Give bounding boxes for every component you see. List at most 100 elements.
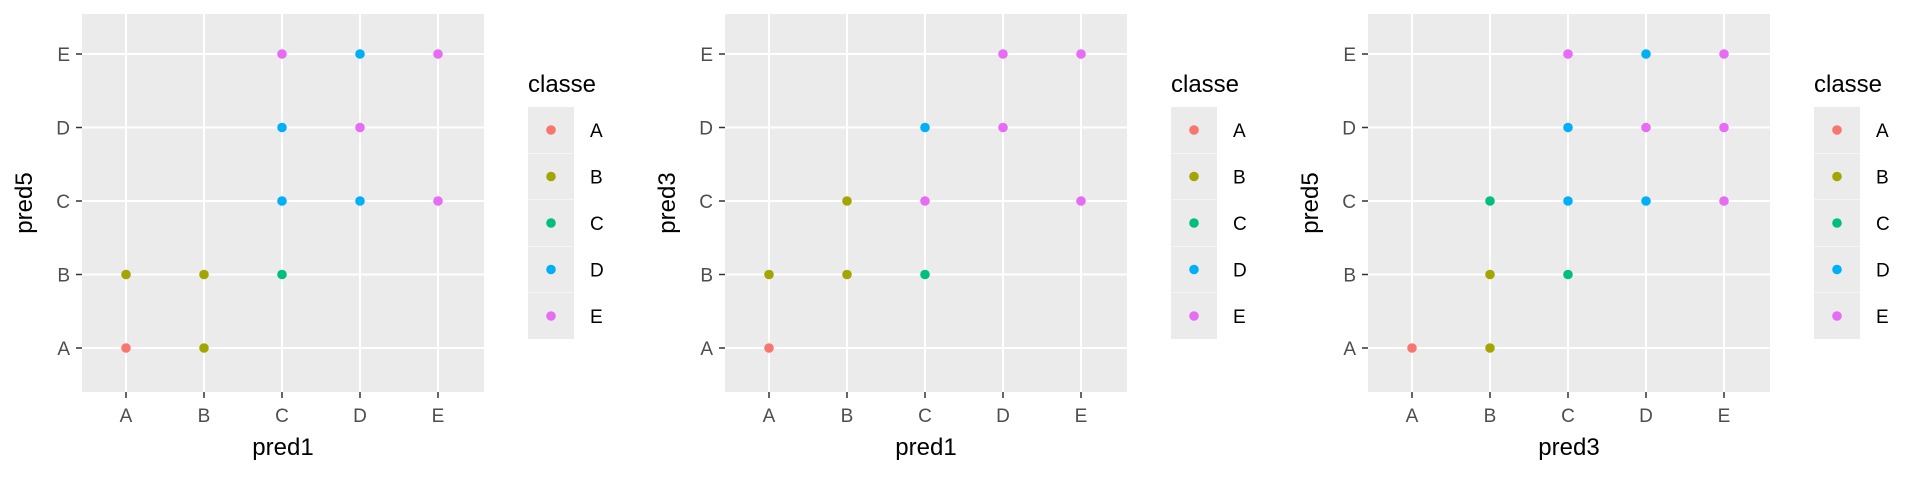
data-point-c (277, 269, 287, 280)
legend-key-a (1189, 125, 1199, 135)
y-axis-title: pred3 (654, 172, 681, 233)
x-tick-label: C (275, 406, 289, 427)
data-point-d (355, 196, 365, 206)
x-tick-label: B (1484, 406, 1497, 427)
data-point-c (1563, 269, 1573, 280)
legend-key-e (1832, 311, 1842, 321)
legend-label-b: B (590, 168, 603, 189)
legend-key-a (1832, 125, 1842, 135)
data-point-e (1719, 122, 1729, 133)
y-tick-label: B (700, 266, 713, 287)
y-tick-label: C (699, 192, 713, 213)
legend-label-d: D (590, 261, 604, 282)
data-point-e (1719, 49, 1729, 59)
x-tick-label: C (1561, 406, 1575, 427)
legend-title: classe (1814, 71, 1882, 98)
x-tick-label: B (841, 406, 854, 427)
y-axis-title: pred5 (1297, 172, 1324, 233)
x-axis-title: pred3 (1538, 434, 1599, 461)
x-tick-label: A (1406, 406, 1419, 427)
data-point-d (1563, 196, 1573, 206)
y-tick-label: C (56, 192, 70, 213)
data-point-a (764, 343, 774, 353)
legend-label-c: C (1233, 214, 1247, 235)
legend-key-c (546, 218, 556, 228)
y-tick-label: B (57, 266, 70, 287)
data-point-a (1407, 343, 1417, 353)
legend-key-c (1189, 218, 1199, 228)
legend-key-b (546, 171, 556, 182)
data-point-d (1641, 49, 1651, 59)
data-point-e (920, 196, 930, 206)
y-tick-label: E (700, 45, 713, 66)
legend-label-a: A (590, 121, 603, 142)
data-point-e (998, 49, 1008, 59)
legend-key-c (1832, 218, 1842, 228)
legend-label-e: E (590, 307, 603, 328)
legend-label-c: C (590, 214, 604, 235)
legend-label-b: B (1876, 168, 1889, 189)
data-point-c (1485, 196, 1495, 206)
x-tick-label: A (763, 406, 776, 427)
legend-key-a (546, 125, 556, 135)
legend-label-d: D (1233, 261, 1247, 282)
data-point-e (998, 122, 1008, 133)
data-point-e (277, 49, 287, 59)
x-tick-label: D (996, 406, 1010, 427)
y-tick-label: A (57, 339, 70, 360)
legend-key-b (1189, 171, 1199, 182)
y-tick-label: C (1342, 192, 1356, 213)
y-axis-title: pred5 (11, 172, 38, 233)
data-point-d (1563, 122, 1573, 133)
y-tick-label: B (1343, 266, 1356, 287)
x-axis-title: pred1 (895, 434, 956, 461)
x-tick-label: E (1718, 406, 1731, 427)
data-point-b (199, 343, 209, 353)
x-tick-label: E (1075, 406, 1088, 427)
data-point-b (1485, 343, 1495, 353)
legend-label-a: A (1876, 121, 1889, 142)
legend-key-d (1189, 264, 1199, 275)
data-point-b (842, 196, 852, 206)
data-point-e (1563, 49, 1573, 59)
legend-key-e (1189, 311, 1199, 321)
x-tick-label: B (198, 406, 211, 427)
data-point-d (277, 122, 287, 133)
legend-label-e: E (1876, 307, 1889, 328)
legend-label-c: C (1876, 214, 1890, 235)
data-point-d (355, 49, 365, 59)
data-point-d (277, 196, 287, 206)
x-tick-label: D (1639, 406, 1653, 427)
data-point-d (1641, 196, 1651, 206)
data-point-b (842, 269, 852, 280)
legend-title: classe (528, 71, 596, 98)
data-point-e (355, 122, 365, 133)
x-tick-label: D (353, 406, 367, 427)
y-tick-label: A (700, 339, 713, 360)
data-point-c (920, 269, 930, 280)
legend-label-d: D (1876, 261, 1890, 282)
x-tick-label: E (432, 406, 445, 427)
x-tick-label: A (120, 406, 133, 427)
legend-title: classe (1171, 71, 1239, 98)
data-point-a (121, 343, 131, 353)
legend-key-d (546, 264, 556, 275)
y-tick-label: D (1342, 119, 1356, 140)
y-tick-label: D (699, 119, 713, 140)
data-point-b (764, 269, 774, 280)
data-point-b (199, 269, 209, 280)
y-tick-label: E (1343, 45, 1356, 66)
data-point-e (1719, 196, 1729, 206)
y-tick-label: A (1343, 339, 1356, 360)
data-point-b (1485, 269, 1495, 280)
legend-key-b (1832, 171, 1842, 182)
x-axis-title: pred1 (252, 434, 313, 461)
data-point-e (1076, 49, 1086, 59)
data-point-d (920, 122, 930, 133)
x-tick-label: C (918, 406, 932, 427)
data-point-e (1641, 122, 1651, 133)
